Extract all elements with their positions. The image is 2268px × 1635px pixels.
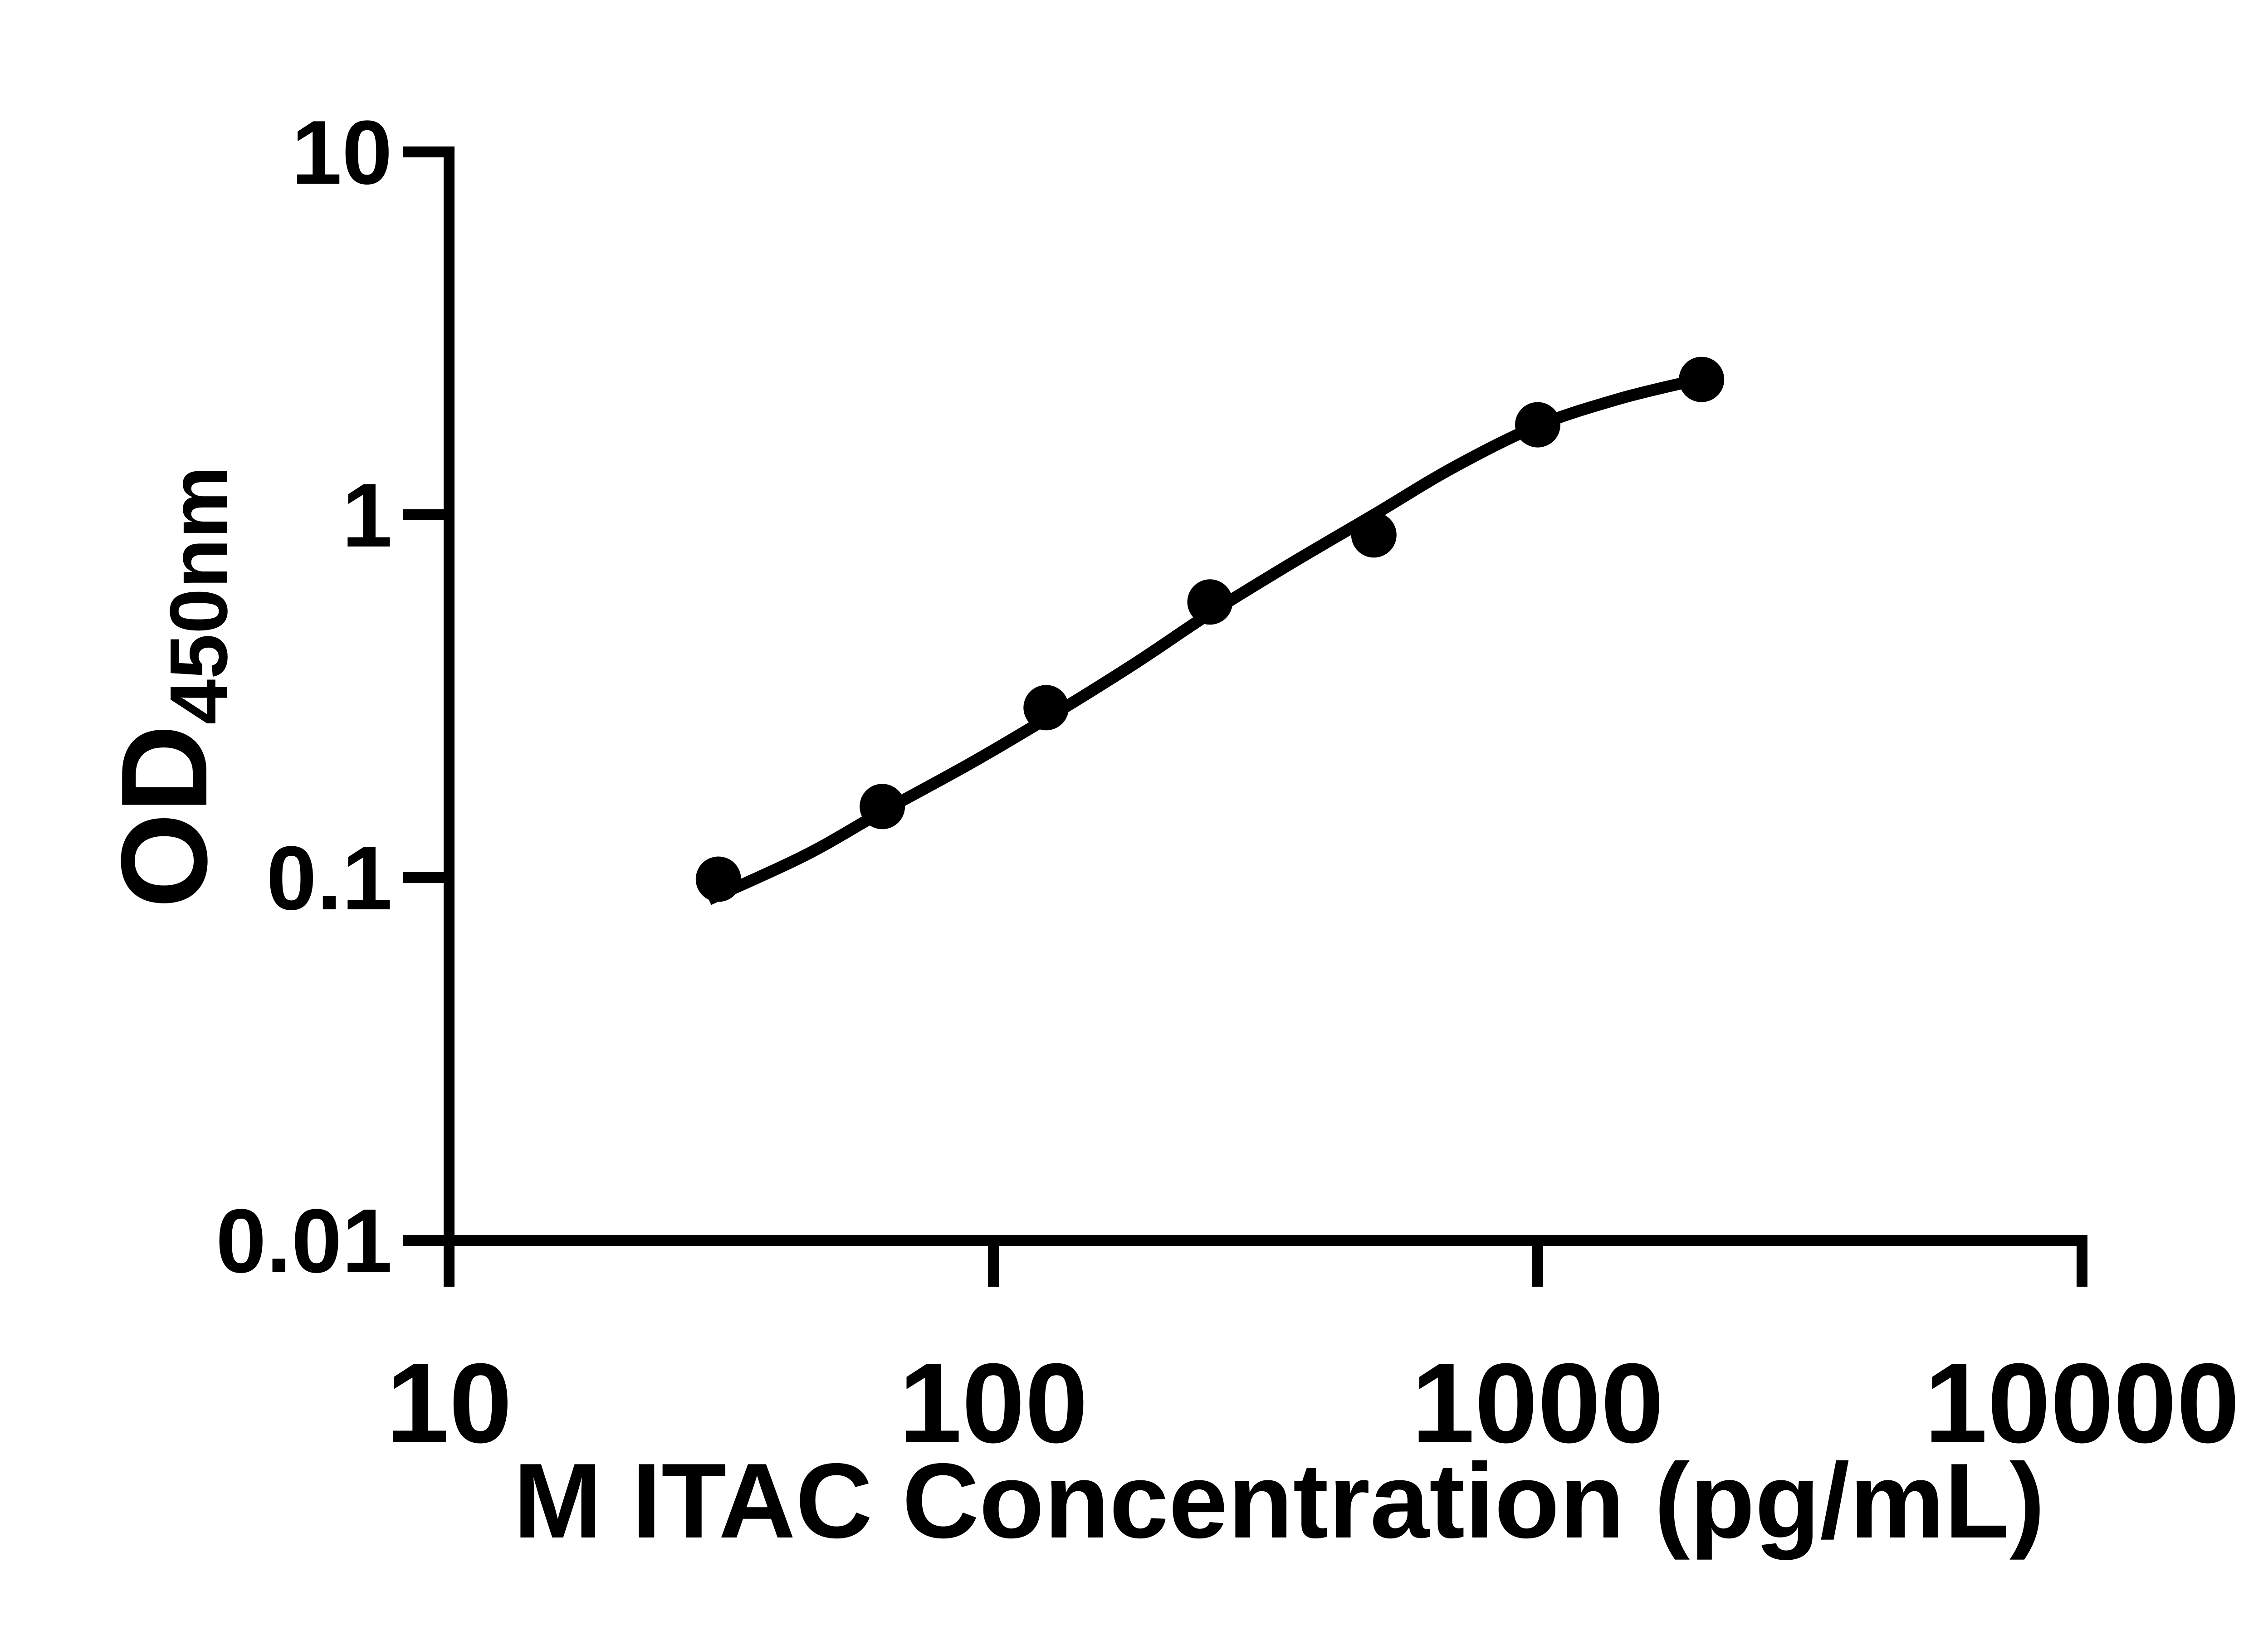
data-point bbox=[1515, 402, 1560, 448]
x-tick-label: 10000 bbox=[1924, 1340, 2239, 1466]
fit-curve-line bbox=[706, 377, 1682, 905]
x-tick-label: 10 bbox=[386, 1340, 512, 1466]
data-points bbox=[695, 356, 1725, 902]
x-tick-label: 1000 bbox=[1412, 1340, 1664, 1466]
y-tick-label: 0.01 bbox=[216, 1191, 392, 1292]
y-tick-label: 0.1 bbox=[266, 828, 392, 929]
y-tick-label: 10 bbox=[292, 102, 392, 203]
y-tick-label: 1 bbox=[342, 465, 392, 566]
data-point bbox=[1679, 356, 1725, 402]
data-point bbox=[1187, 579, 1233, 625]
y-axis-title-main: OD bbox=[96, 725, 233, 908]
data-point bbox=[1351, 512, 1397, 558]
y-axis-title: OD450nm bbox=[96, 466, 244, 908]
data-point bbox=[695, 856, 741, 902]
y-axis-title-sub: 450nm bbox=[153, 466, 244, 724]
x-axis-title: M ITAC Concentration (pg/mL) bbox=[513, 1441, 2045, 1560]
x-tick-label: 100 bbox=[899, 1340, 1088, 1466]
data-point bbox=[860, 784, 905, 830]
data-point bbox=[1023, 685, 1069, 731]
